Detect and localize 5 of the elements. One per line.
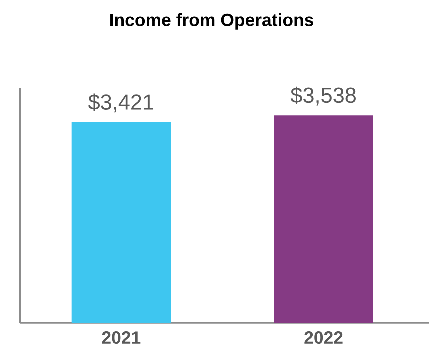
x-tick-label: 2022 bbox=[304, 332, 343, 344]
chart-title: Income from Operations bbox=[110, 14, 314, 30]
x-tick-label: 2021 bbox=[102, 332, 141, 344]
data-label: $3,538 bbox=[290, 87, 356, 106]
data-label: $3,421 bbox=[88, 94, 154, 113]
